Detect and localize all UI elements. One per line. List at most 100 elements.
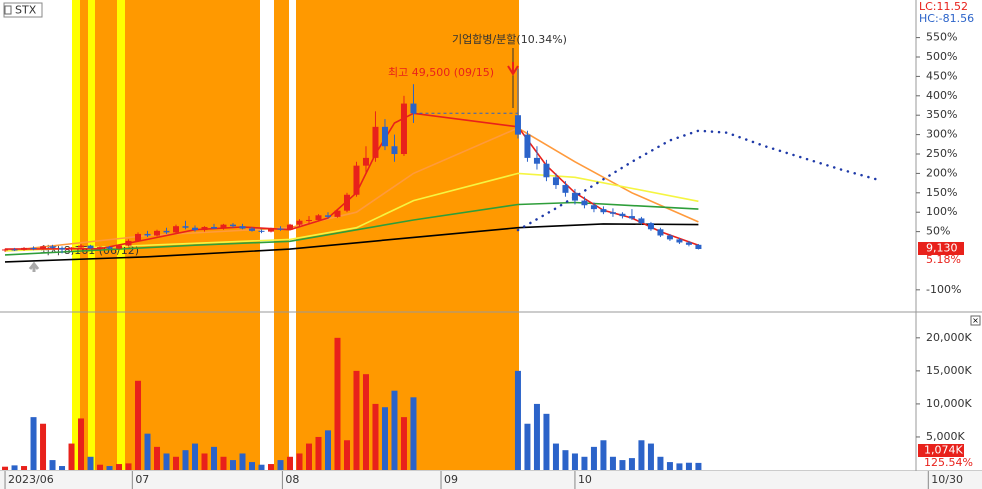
volume-bar (552, 443, 559, 470)
y-tick-label: 50% (926, 225, 950, 238)
volume-bar (125, 463, 132, 470)
y-tick-label: 150% (926, 186, 957, 199)
moving-line (4, 223, 699, 263)
volume-bar (296, 453, 303, 470)
candle-body (600, 209, 607, 213)
volume-bar (381, 407, 388, 470)
volume-bar (144, 433, 151, 470)
volume-bar (78, 418, 85, 470)
y-tick-label: 350% (926, 108, 957, 121)
y-tick-label: 450% (926, 69, 957, 82)
symbol-box (3, 2, 43, 18)
volume-bar (277, 460, 284, 470)
candle-body (666, 235, 673, 240)
volume-bar (581, 456, 588, 470)
current-price: 9,130 (926, 242, 958, 255)
y-tick-label: 5,000K (926, 430, 965, 443)
candle-body (11, 249, 18, 251)
candle-body (524, 134, 531, 158)
candle-body (353, 165, 360, 195)
volume-bar (59, 466, 66, 470)
candle-body (638, 218, 645, 224)
candle-body (97, 247, 104, 249)
candle-body (343, 194, 350, 211)
close-icon[interactable]: × (972, 316, 979, 325)
volume-bar (410, 397, 417, 470)
volume-bar (695, 462, 702, 470)
y-tick-label: 100% (926, 205, 957, 218)
candle-body (590, 205, 597, 210)
volume-bar (201, 453, 208, 470)
candle-body (135, 233, 142, 241)
close-button[interactable] (970, 315, 981, 326)
candle-body (305, 219, 312, 221)
y-tick-label: 200% (926, 166, 957, 179)
y-tick-label: 15,000K (926, 364, 972, 377)
candle-body (676, 239, 683, 243)
candle-body (391, 146, 398, 155)
lc-label: LC:11.52 (919, 0, 968, 13)
hc-label: HC:-81.56 (919, 12, 974, 25)
volume-bar (372, 403, 379, 470)
candle-body (324, 215, 331, 217)
candle-body (571, 192, 578, 201)
candle-body (657, 229, 664, 236)
candle-body (685, 242, 692, 245)
band (72, 0, 80, 470)
candle-body (647, 223, 654, 230)
volume-bar (514, 370, 521, 470)
candle-body (125, 240, 132, 246)
volume-bar (543, 413, 550, 470)
candle-body (695, 244, 702, 250)
candle-body (315, 215, 322, 220)
candle-body (211, 226, 218, 229)
band (95, 0, 117, 470)
volume-bar (590, 446, 597, 470)
volume-bar (267, 464, 274, 470)
x-tick-label: 10 (578, 473, 592, 486)
candle-body (40, 246, 47, 250)
candle-body (154, 230, 161, 236)
x-axis-strip (0, 471, 982, 489)
candle-body (201, 226, 208, 231)
candle-body (581, 200, 588, 206)
x-tick-label: 07 (135, 473, 149, 486)
candle-body (552, 177, 559, 186)
candle-body (248, 228, 255, 231)
candle-body (144, 233, 151, 236)
volume-badge (918, 444, 964, 457)
volume-bar (154, 446, 161, 470)
volume-bar (49, 460, 56, 470)
volume-bar (97, 464, 104, 470)
volume-bar (40, 423, 47, 470)
volume-bar (619, 460, 626, 470)
high-arrow (507, 62, 519, 76)
volume-bar (211, 446, 218, 470)
volume-bar (676, 463, 683, 470)
volume-bar (11, 465, 18, 470)
candle-body (239, 226, 246, 229)
x-tick-label: 08 (285, 473, 299, 486)
candle-body (258, 230, 265, 232)
volume-bar (173, 456, 180, 470)
current-volume: 1,074K (924, 444, 963, 457)
candle-body (277, 228, 284, 230)
volume-bar (638, 440, 645, 470)
volume-bar (2, 466, 9, 470)
candle-body (116, 245, 123, 249)
volume-bar (571, 453, 578, 470)
current-change: 5.18% (926, 253, 961, 266)
volume-bar (324, 430, 331, 470)
y-tick-label: 20,000K (926, 331, 972, 344)
volume-bar (305, 443, 312, 470)
volume-bar (182, 450, 189, 470)
y-tick-label: 500% (926, 50, 957, 63)
band (80, 0, 88, 470)
volume-bar (220, 456, 227, 470)
candle-body (286, 224, 293, 230)
volume-bar (666, 462, 673, 470)
candle-body (514, 115, 521, 135)
candle-body (267, 228, 274, 232)
candle-body (192, 227, 199, 231)
